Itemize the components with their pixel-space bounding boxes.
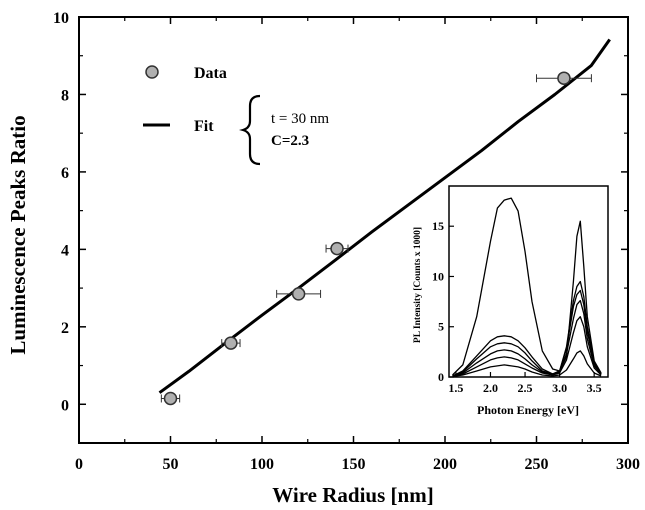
data-marker xyxy=(163,391,178,406)
x-axis-title: Wire Radius [nm] xyxy=(272,483,433,507)
inset-spectrum-curve xyxy=(452,280,602,377)
legend-data-label: Data xyxy=(194,65,227,82)
data-point xyxy=(160,391,181,406)
legend-brace xyxy=(239,94,261,166)
inset-x-tick-label: 2.5 xyxy=(518,381,533,395)
x-tick-label: 150 xyxy=(342,456,366,473)
inset-x-tick-label: 1.5 xyxy=(448,381,463,395)
annotation-thickness: t = 30 nm xyxy=(271,111,329,127)
data-marker xyxy=(224,336,238,350)
data-point xyxy=(276,287,322,301)
x-tick-label: 50 xyxy=(163,456,179,473)
inset-y-tick-label: 10 xyxy=(432,269,444,283)
y-tick-label: 4 xyxy=(61,242,69,259)
inset-axis-tick-labels: 1.5 2.0 2.5 3.0 3.5 0 5 10 15 xyxy=(432,219,602,395)
y-tick-label: 8 xyxy=(61,87,69,104)
y-tick-label: 10 xyxy=(53,10,69,27)
inset-spectrum-curve xyxy=(452,197,602,376)
legend: Data Fit t = 30 nm C=2.3 xyxy=(143,65,329,166)
inset-x-tick-label: 3.5 xyxy=(587,381,602,395)
legend-fit-label: Fit xyxy=(194,118,214,135)
data-point xyxy=(221,336,241,350)
data-point xyxy=(536,71,592,85)
x-tick-label: 250 xyxy=(525,456,549,473)
inset-spectrum-curve xyxy=(452,289,602,377)
data-marker xyxy=(291,287,306,301)
data-marker xyxy=(557,71,571,85)
inset-plot-frame xyxy=(448,185,609,378)
inset-y-tick-label: 15 xyxy=(432,219,444,233)
y-tick-label: 6 xyxy=(61,165,69,182)
inset-x-tick-label: 3.0 xyxy=(552,381,567,395)
inset-background xyxy=(449,186,608,377)
x-tick-label: 300 xyxy=(616,456,640,473)
inset-y-tick-label: 5 xyxy=(438,320,444,334)
x-tick-label: 0 xyxy=(75,456,83,473)
y-tick-label: 2 xyxy=(61,320,69,337)
inset-spectrum-curve xyxy=(452,299,602,377)
y-tick-label: 0 xyxy=(61,397,69,414)
data-series xyxy=(160,71,592,406)
x-tick-label: 200 xyxy=(433,456,457,473)
inset-x-tick-label: 2.0 xyxy=(483,381,498,395)
inset-y-axis-title: PL Intensity [Counts x 1000] xyxy=(413,227,423,343)
x-tick-label: 100 xyxy=(250,456,274,473)
main-axis-ticks xyxy=(78,16,629,444)
inset-chart: 1.5 2.0 2.5 3.0 3.5 0 5 10 15 Photon Energy [eV]… xyxy=(413,185,609,417)
inset-x-axis-title: Photon Energy [eV] xyxy=(477,403,579,417)
inset-spectrum-curve xyxy=(452,350,602,378)
inset-curves xyxy=(452,197,602,378)
y-axis-title: Luminescence Peaks Ratio xyxy=(6,115,30,354)
data-marker xyxy=(330,241,344,256)
inset-y-tick-label: 0 xyxy=(438,370,444,384)
annotation-constant: C=2.3 xyxy=(271,133,309,149)
inset-axis-ticks xyxy=(449,225,595,378)
data-point xyxy=(325,241,349,256)
inset-spectrum-curve xyxy=(452,316,602,378)
legend-data-marker xyxy=(145,65,159,79)
